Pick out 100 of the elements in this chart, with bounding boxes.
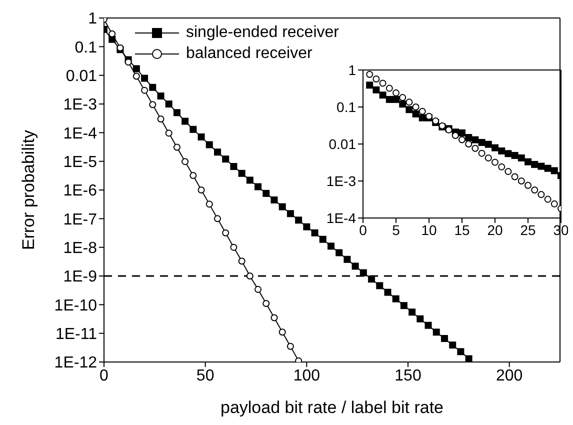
y-tick-label: 1E-4: [326, 210, 356, 226]
point: [465, 140, 472, 148]
point: [198, 186, 205, 194]
point: [372, 86, 380, 94]
y-tick-label: 1E-8: [63, 240, 98, 258]
point: [399, 94, 406, 102]
point: [278, 203, 286, 210]
point: [254, 286, 262, 293]
point: [458, 129, 466, 136]
point: [311, 229, 318, 236]
point: [412, 104, 420, 110]
y-axis-title: Error probability: [19, 130, 38, 250]
point: [498, 147, 506, 154]
point: [544, 164, 552, 172]
x-tick-label: 150: [394, 367, 422, 384]
point: [472, 144, 479, 152]
y-tick-label: 1E-6: [63, 182, 98, 200]
point: [457, 348, 464, 356]
x-axis-title: payload bit rate / label bit rate: [220, 398, 444, 417]
point: [230, 163, 238, 170]
point: [392, 96, 400, 103]
point: [366, 82, 374, 89]
point: [399, 100, 406, 108]
x-tick-label: 100: [293, 367, 320, 384]
point: [132, 65, 140, 72]
y-tick-label: 1E-9: [63, 268, 98, 286]
point: [149, 101, 156, 108]
point: [379, 92, 386, 99]
point: [408, 308, 416, 316]
point: [278, 328, 286, 336]
point: [376, 282, 384, 290]
x-tick-label: 0: [359, 222, 368, 238]
point: [386, 84, 393, 92]
point: [449, 342, 456, 349]
point: [418, 108, 426, 115]
point: [141, 74, 148, 82]
point: [518, 178, 525, 184]
point: [132, 72, 140, 80]
x-tick-label: 5: [392, 222, 400, 238]
point: [400, 302, 408, 310]
point: [392, 295, 400, 302]
point: [472, 136, 479, 144]
point: [303, 223, 310, 230]
point: [246, 272, 254, 280]
point: [538, 191, 545, 198]
point: [440, 335, 448, 342]
point: [432, 328, 440, 336]
point: [124, 58, 132, 66]
point: [336, 249, 343, 256]
point: [327, 242, 334, 250]
point: [319, 236, 326, 243]
point: [238, 258, 246, 265]
point: [511, 173, 518, 180]
point: [198, 133, 205, 140]
point: [424, 322, 432, 329]
y-tick-label: 1E-5: [63, 154, 98, 172]
point: [182, 158, 189, 166]
point: [406, 98, 413, 106]
x-tick-label: 0: [100, 367, 109, 384]
y-tick-label: 1E-12: [54, 354, 98, 372]
point: [406, 106, 413, 114]
point: [214, 215, 221, 222]
point: [157, 115, 164, 122]
x-tick-label: 10: [421, 222, 437, 238]
y-tick-label: 1E-3: [63, 96, 98, 114]
point: [165, 130, 172, 137]
y-tick-label: 1E-7: [63, 211, 98, 228]
point: [262, 190, 270, 197]
point: [157, 92, 164, 100]
point: [366, 70, 374, 78]
y-tick-label: 1: [348, 62, 356, 78]
point: [484, 140, 492, 148]
point: [295, 216, 302, 224]
point: [141, 86, 148, 94]
point: [352, 262, 359, 270]
point: [286, 210, 294, 218]
point: [206, 141, 213, 148]
point: [368, 276, 376, 283]
point: [190, 172, 197, 180]
point: [465, 134, 472, 141]
point: [511, 152, 518, 159]
point: [182, 118, 189, 125]
point: [384, 288, 392, 296]
point: [392, 89, 400, 96]
x-tick-label: 50: [196, 367, 214, 384]
point: [238, 170, 246, 177]
point: [173, 144, 180, 151]
point: [254, 183, 262, 190]
point: [412, 110, 420, 118]
point: [484, 154, 492, 162]
point: [524, 182, 532, 189]
point: [524, 158, 532, 166]
point: [478, 138, 486, 146]
y-tick-label: 0.01: [66, 68, 98, 86]
point: [222, 156, 230, 163]
legend-label: balanced receiver: [186, 44, 312, 64]
point: [544, 196, 552, 203]
point: [550, 200, 558, 208]
point: [418, 114, 426, 122]
point: [360, 269, 367, 276]
